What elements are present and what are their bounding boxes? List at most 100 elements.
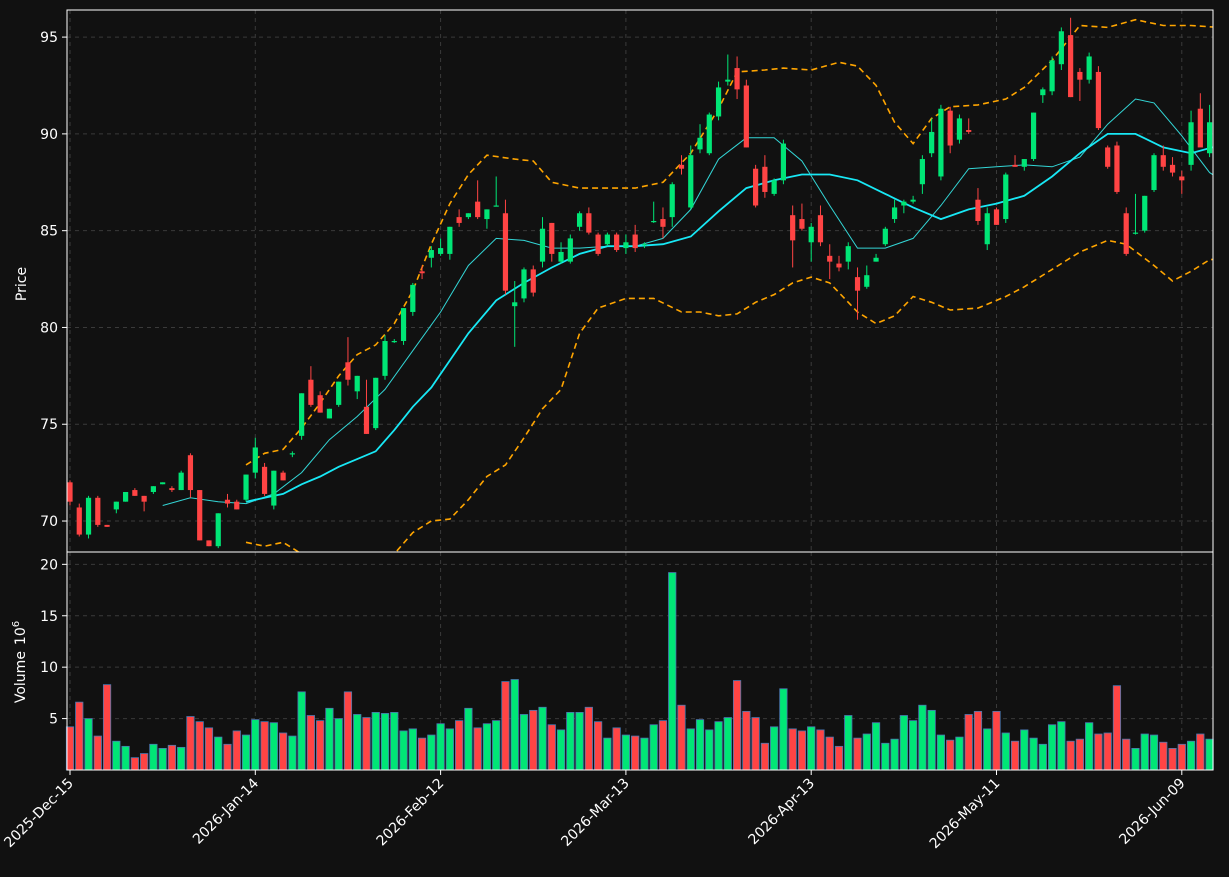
ma-slow-line (245, 132, 1213, 503)
candle-body (651, 220, 657, 223)
volume-bar (927, 709, 936, 771)
volume-bar (1168, 748, 1177, 771)
candle-body (1123, 213, 1129, 254)
volume-bar (1112, 685, 1122, 771)
volume-bar (899, 715, 908, 771)
volume-bar (1020, 729, 1029, 771)
candle-body (1049, 60, 1055, 92)
volume-bar (566, 712, 575, 771)
candle-body (1197, 108, 1203, 148)
candle-body (1206, 122, 1213, 154)
candle-body (502, 213, 509, 291)
candle-body (790, 215, 796, 241)
candle-body (623, 242, 629, 249)
volume-bar (269, 722, 278, 771)
volume-bar (455, 720, 464, 771)
candle-body (567, 238, 573, 262)
volume-bar (751, 717, 760, 771)
volume-bar (112, 740, 121, 771)
volume-bar (223, 743, 232, 771)
volume-bar (640, 737, 649, 771)
candle-body (317, 395, 323, 413)
candle-body (614, 234, 620, 251)
candle-body (456, 217, 462, 223)
candle-body (67, 482, 73, 502)
price-panel: 70 75 80 85 90 95 Price (14, 9, 1214, 553)
volume-bar (612, 727, 621, 771)
volume-bar (936, 734, 946, 771)
volume-bar (1177, 743, 1186, 771)
volume-y-ticks: 5 10 15 20 (40, 557, 67, 728)
volume-bar (742, 710, 751, 771)
candle-body (1105, 147, 1111, 167)
volume-bar (241, 734, 251, 771)
volume-bar (492, 720, 501, 771)
volume-bar (408, 728, 417, 771)
volume-bar (1159, 741, 1168, 771)
candle-body (113, 501, 119, 510)
volume-bar (1140, 733, 1149, 771)
volume-bar (834, 745, 844, 771)
price-y-tick-label: 95 (40, 30, 58, 46)
candle-body (539, 228, 546, 262)
volume-bar (946, 739, 955, 771)
candle-body (493, 205, 499, 207)
candle-body (660, 219, 666, 227)
candle-body (753, 168, 759, 206)
price-grid (67, 10, 1213, 552)
candle-body (419, 271, 425, 274)
candle-body (910, 199, 916, 202)
volume-bar (130, 757, 139, 771)
upper-band-line (245, 18, 1213, 466)
volume-bar (149, 743, 158, 771)
candle-body (1132, 232, 1139, 234)
volume-bar (964, 714, 973, 771)
volume-bar (575, 712, 584, 771)
candle-body (919, 159, 925, 185)
volume-bar (1057, 721, 1066, 771)
volume-bar (797, 730, 807, 771)
candle-body (1086, 56, 1092, 80)
candle-body (641, 244, 648, 246)
volume-bar (890, 738, 899, 771)
volume-axis-unit-base: 10 (13, 627, 29, 645)
volume-axis-label: Volume 106 (11, 621, 29, 703)
volume-bar (760, 742, 769, 771)
volume-bar (1038, 743, 1047, 771)
candle-body (187, 455, 194, 491)
candlesticks (67, 17, 1213, 549)
candle-body (438, 248, 444, 254)
volume-bar (732, 680, 742, 771)
volume-bar (695, 719, 705, 771)
volume-bar (177, 746, 186, 771)
candle-body (688, 155, 694, 208)
volume-y-tick-label: 20 (40, 557, 58, 573)
candle-body (326, 408, 333, 419)
candle-body (1030, 112, 1037, 160)
volume-bar (473, 727, 482, 771)
volume-bar (84, 718, 93, 771)
price-y-tick-label: 85 (40, 224, 58, 240)
candle-body (1142, 195, 1148, 231)
candle-body (817, 215, 824, 243)
volume-y-tick-label: 10 (40, 660, 58, 676)
volume-bar (482, 723, 492, 771)
candle-body (938, 108, 944, 177)
volume-bar (649, 724, 658, 771)
candle-body (1077, 71, 1083, 80)
candle-body (243, 474, 249, 500)
candle-body (382, 341, 388, 376)
volume-bar (1103, 732, 1112, 771)
candle-body (975, 199, 981, 221)
price-y-tick-label: 90 (40, 127, 58, 143)
volume-bar (973, 710, 983, 771)
volume-bar (417, 737, 427, 771)
volume-bar (260, 721, 269, 771)
volume-bar (853, 737, 862, 771)
candle-body (1095, 71, 1102, 129)
candle-body (252, 447, 258, 473)
candle-body (410, 284, 416, 312)
candle-body (947, 110, 953, 146)
candle-body (1003, 174, 1009, 220)
volume-bar (1085, 722, 1094, 771)
